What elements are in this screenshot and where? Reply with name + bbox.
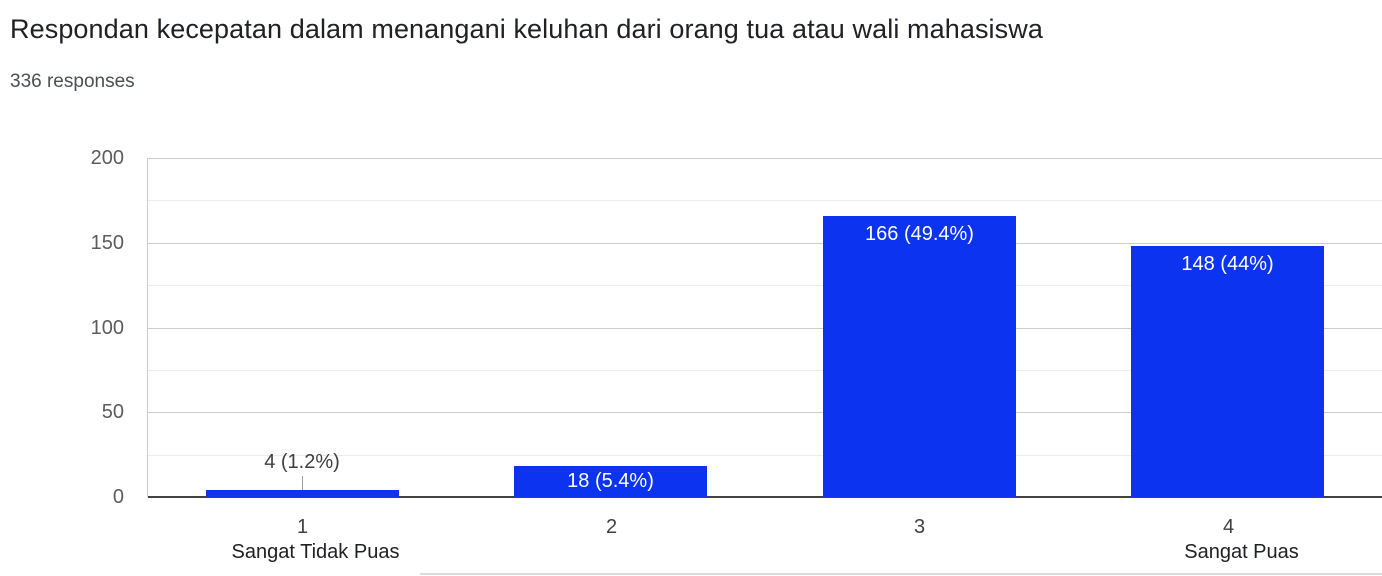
x-axis-sublabel: Sangat Puas	[1184, 541, 1299, 563]
bar-value-label: 4 (1.2%)	[264, 451, 340, 473]
bar-value-label: 166 (49.4%)	[865, 223, 974, 245]
bar-category-1[interactable]	[206, 490, 399, 497]
bar-category-4[interactable]	[1131, 246, 1324, 497]
minor-gridline	[148, 285, 1382, 286]
major-gridline	[148, 158, 1382, 159]
major-gridline	[148, 412, 1382, 413]
callout-line	[302, 476, 303, 490]
question-title: Respondan kecepatan dalam menangani kelu…	[10, 14, 1043, 44]
minor-gridline	[148, 455, 1382, 456]
minor-gridline	[148, 370, 1382, 371]
x-axis-tick-label: 3	[913, 516, 926, 538]
bar-value-label: 18 (5.4%)	[567, 470, 654, 492]
bar-value-label: 148 (44%)	[1181, 253, 1274, 275]
response-count: 336 responses	[10, 71, 135, 92]
y-axis-tick-label: 50	[101, 401, 124, 423]
x-axis-tick-label: 4	[1222, 516, 1235, 538]
y-axis-tick-label: 200	[90, 147, 124, 169]
x-axis-line	[148, 496, 1382, 498]
bar-category-3[interactable]	[823, 216, 1016, 497]
minor-gridline	[148, 200, 1382, 201]
y-axis-edge-line	[147, 158, 148, 497]
y-axis-tick-label: 100	[90, 317, 124, 339]
y-axis-tick-label: 150	[90, 232, 124, 254]
x-axis-sublabel: Sangat Tidak Puas	[231, 541, 400, 563]
x-axis-tick-label: 1	[296, 516, 309, 538]
major-gridline	[148, 328, 1382, 329]
y-axis-tick-label: 0	[112, 486, 124, 508]
major-gridline	[148, 243, 1382, 244]
bar-category-2[interactable]	[514, 466, 707, 497]
bottom-divider	[420, 573, 1382, 575]
x-axis-tick-label: 2	[605, 516, 618, 538]
